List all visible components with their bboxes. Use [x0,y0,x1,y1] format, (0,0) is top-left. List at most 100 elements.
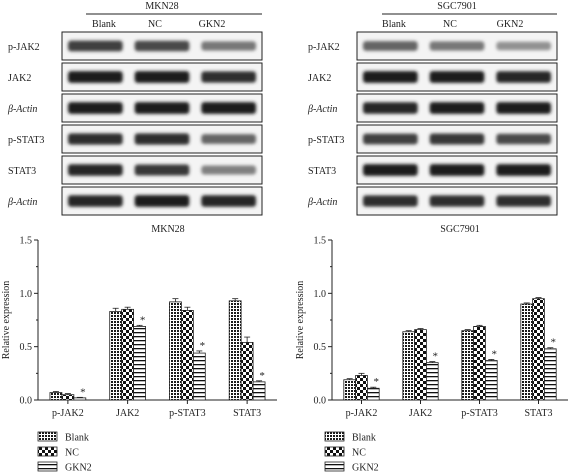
legend-swatch-nc [37,446,58,457]
y-tick-label: 1.5 [20,236,33,247]
bar-nc [240,341,254,401]
blot-band [429,195,485,207]
bar-nc [532,298,545,401]
x-tick-label: p-JAK2 [346,408,378,419]
blot-band [496,102,551,114]
blot-band [363,41,418,51]
blot-row-label: β-Actin [307,104,337,115]
legend-swatch-nc [324,446,345,457]
blot-cell-line-title: MKN28 [145,1,178,12]
blot-band [429,41,485,51]
blot-row-label: STAT3 [308,166,336,177]
blot-band [496,41,551,51]
blot-row-label: β-Actin [7,197,37,208]
bar-blank [343,379,356,401]
significance-mark: * [259,370,265,382]
chart-title: MKN28 [151,224,184,235]
blot-band [134,40,190,52]
bar-blank [228,300,242,401]
blot-lane-label: GKN2 [199,19,226,30]
blot-band [363,164,418,176]
bar-gkn2 [544,348,557,401]
bar-chart-mkn28: MKN28 0.0 0.5 1.0 1.5 Relative expression p-JA… [1,224,277,473]
blot-lane-label: GKN2 [497,19,524,30]
blot-lane-label: Blank [382,19,406,30]
blot-band [68,71,123,83]
y-tick-label: 1.5 [314,236,327,247]
legend-label: NC [352,448,366,459]
bar-blank [402,331,415,401]
blot-row-label: β-Actin [7,104,37,115]
bar-nc [121,308,135,401]
blot-lane-label: Blank [92,19,116,30]
blot-row-label: p-JAK2 [8,42,40,53]
bar-nc [414,329,427,401]
x-tick-label: p-JAK2 [52,408,84,419]
blot-cell-line-title: SGC7901 [437,1,476,12]
significance-mark: * [200,340,206,352]
legend-label: GKN2 [352,463,379,473]
bar-gkn2 [192,352,206,401]
x-tick-label: STAT3 [233,408,261,419]
y-tick-label: 0.0 [314,396,327,407]
blot-band [201,165,256,175]
significance-mark: * [492,348,498,360]
blot-band [68,102,123,114]
bar-gkn2 [366,387,380,401]
blot-band [201,102,256,114]
significance-mark: * [551,337,557,349]
blot-band [134,102,190,114]
blot-band [429,102,485,114]
blot-band [134,133,190,145]
legend-swatch-gkn2 [324,461,345,472]
bar-nc [473,325,486,401]
x-tick-label: JAK2 [116,408,139,419]
y-tick-label: 0.0 [20,396,33,407]
blot-band [429,133,485,145]
blot-band [68,195,123,207]
blot-row-label: STAT3 [8,166,36,177]
blot-band [68,164,123,176]
y-tick-label: 1.0 [314,289,327,300]
chart-title: SGC7901 [440,224,479,235]
blot-panel-mkn28: MKN28 Blank NC GKN2 p-JAK2 JAK2 β-Actin p-STAT3… [7,1,263,216]
blot-band [496,133,551,145]
bar-blank [49,392,63,401]
legend-label: GKN2 [65,463,92,473]
legend-swatch-blank [324,431,345,442]
bar-blank [169,301,182,401]
blot-band [134,71,190,83]
blot-band [201,41,256,51]
blot-band [68,40,123,52]
significance-mark: * [374,376,380,388]
blot-band [363,133,418,145]
blot-row-label: p-STAT3 [308,135,344,146]
bar-nc [180,309,194,401]
blot-band [68,133,123,145]
significance-mark: * [140,314,146,326]
x-tick-label: JAK2 [409,408,432,419]
blot-band [363,71,418,83]
blot-band [201,71,256,83]
blot-band [201,134,256,144]
significance-mark: * [80,386,86,398]
bar-gkn2 [252,381,266,401]
bar-gkn2 [133,325,146,401]
blot-band [363,195,418,207]
blot-band [363,102,418,114]
bar-nc [61,394,75,401]
blot-row-label: β-Actin [307,197,337,208]
x-tick-label: p-STAT3 [461,408,497,419]
legend-label: Blank [352,433,376,444]
bar-blank [109,311,123,401]
blot-band [429,71,485,83]
blot-band [496,71,551,83]
blot-band [429,164,485,176]
legend-swatch-blank [37,431,58,442]
blot-row-label: p-JAK2 [308,42,340,53]
y-tick-label: 0.5 [20,342,33,353]
legend-label: Blank [65,433,89,444]
blot-row-label: JAK2 [8,73,31,84]
bar-gkn2 [425,362,439,401]
